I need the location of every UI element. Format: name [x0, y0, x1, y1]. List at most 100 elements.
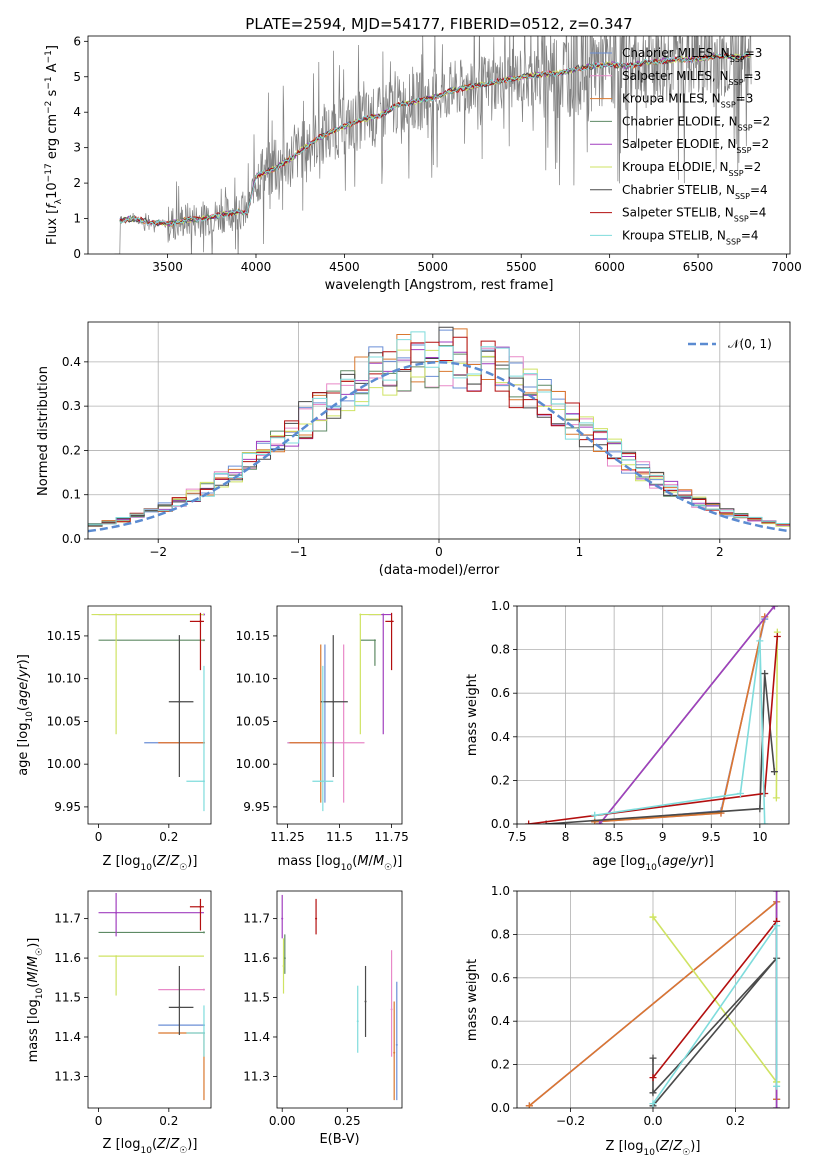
label-part: Flux [ — [45, 209, 60, 245]
label-part: yr — [16, 663, 31, 679]
y-tick-label: 0.6 — [491, 686, 510, 700]
x-tick-label: 0.2 — [726, 1114, 745, 1128]
label-part: age [log — [592, 854, 645, 869]
y-tick-label: 3 — [73, 141, 81, 155]
mass-weight-marker — [761, 820, 769, 824]
y-tick-label: 10.15 — [236, 629, 270, 643]
y-tick-label: 0.4 — [62, 355, 81, 369]
x-tick-label: 5500 — [506, 260, 537, 274]
legend-tail: =4 — [750, 183, 768, 197]
normal-curve — [88, 361, 790, 533]
mass-weight-marker — [772, 794, 780, 802]
y-tick-label: 11.3 — [243, 1069, 270, 1083]
legend-sub: SSP — [729, 169, 744, 178]
x-tick-label: 0 — [95, 1114, 103, 1128]
legend-sub: SSP — [726, 237, 741, 246]
x-tick-label: 0.0 — [643, 1114, 662, 1128]
label-part: M — [357, 854, 368, 869]
legend-tail: =2 — [744, 160, 762, 174]
x-tick-label: 8.5 — [605, 830, 624, 844]
label-part: −2 — [44, 101, 54, 114]
y-tick-label: 11.4 — [54, 1030, 81, 1044]
label-part: ( — [655, 1139, 660, 1154]
mass-weight-marker — [525, 820, 533, 824]
y-tick-label: 10.05 — [47, 714, 81, 728]
label-part: age [log — [16, 723, 31, 776]
data-point — [321, 780, 324, 783]
x-tick-label: 2 — [716, 545, 724, 559]
data-point — [390, 620, 393, 623]
mass-weight-line — [775, 632, 779, 798]
spectrum-x-label: wavelength [Angstrom, rest frame] — [325, 278, 554, 293]
legend-sub: SSP — [738, 123, 753, 132]
axes-frame — [87, 890, 212, 1109]
data-point — [283, 957, 286, 960]
x-tick-label: 0.2 — [159, 1114, 178, 1128]
label-part: 10 — [643, 1148, 655, 1158]
label-part: s — [45, 89, 60, 100]
x-tick-label: 0 — [435, 545, 443, 559]
label-part: ( — [152, 1137, 157, 1152]
x-tick-label: −2 — [149, 545, 167, 559]
label-part: Z [log — [606, 1139, 644, 1154]
label-part: )] — [187, 1137, 197, 1152]
mass-weight-marker — [773, 922, 781, 930]
mass-weight-marker — [773, 891, 781, 895]
data-point — [393, 1051, 396, 1054]
legend-text: Salpeter MILES, N — [622, 69, 729, 83]
mass-weight-marker — [756, 805, 764, 813]
label-part: 10 — [35, 987, 45, 999]
y-tick-label: 10.00 — [236, 757, 270, 771]
mass-weight-marker — [649, 1074, 657, 1082]
label-part: f — [45, 202, 60, 209]
mass-weight-marker — [649, 913, 657, 921]
label-part: mass [log — [278, 854, 341, 869]
mw-age-x-label: age [log10(age/yr)] — [592, 854, 714, 873]
x-tick-label: 3500 — [152, 260, 183, 274]
data-point — [178, 700, 181, 703]
label-part: ( — [657, 854, 662, 869]
y-tick-label: 5 — [73, 70, 81, 84]
data-point — [115, 613, 118, 616]
x-tick-label: 10 — [752, 830, 767, 844]
label-part: Z — [156, 854, 167, 869]
legend-entry: Kroupa ELODIE, NSSP=2 — [622, 160, 761, 178]
axes-frame — [276, 605, 403, 825]
mass-weight-line — [652, 957, 778, 1107]
x-tick-label: 11.25 — [270, 830, 304, 844]
plot-area — [517, 891, 789, 1108]
spectrum-y-label: Flux [fλ10−17 erg cm−2 s−1 A−1] — [44, 45, 64, 245]
legend-tail: =2 — [753, 114, 771, 128]
label-part: Z — [659, 1139, 670, 1154]
mass-weight-marker — [591, 818, 599, 824]
mass-weight-marker — [761, 670, 769, 678]
data-point — [202, 988, 205, 991]
x-tick-label: 11.75 — [374, 830, 408, 844]
mass-weight-line — [652, 920, 778, 1079]
label-part: )] — [704, 854, 714, 869]
label-part: M — [26, 971, 41, 982]
mass-weight-marker — [596, 820, 604, 824]
axes-frame — [516, 890, 790, 1109]
axes-frame — [276, 890, 403, 1109]
label-part: ( — [352, 854, 357, 869]
plot-area — [287, 612, 394, 812]
legend-sub: SSP — [735, 191, 750, 200]
mass-weight-marker — [773, 1082, 781, 1090]
label-part: 10 — [645, 863, 657, 873]
y-tick-label: 0 — [73, 247, 81, 261]
mw-z-x-label: Z [log10(Z/Z☉)] — [606, 1139, 701, 1158]
histogram-y-label: Normed distribution — [36, 366, 51, 496]
y-tick-label: 10.10 — [236, 672, 270, 686]
x-tick-label: 1 — [576, 545, 584, 559]
y-tick-label: 1 — [73, 212, 81, 226]
label-part: )] — [392, 854, 402, 869]
mass-weight-marker — [649, 1054, 657, 1062]
data-point — [342, 741, 345, 744]
histogram-x-label: (data-model)/error — [379, 563, 500, 578]
data-point — [395, 1043, 398, 1046]
data-point — [364, 1000, 367, 1003]
label-part: 10 — [140, 1146, 152, 1156]
legend-entry: Chabrier ELODIE, NSSP=2 — [622, 114, 770, 131]
x-tick-label: 7000 — [771, 260, 802, 274]
